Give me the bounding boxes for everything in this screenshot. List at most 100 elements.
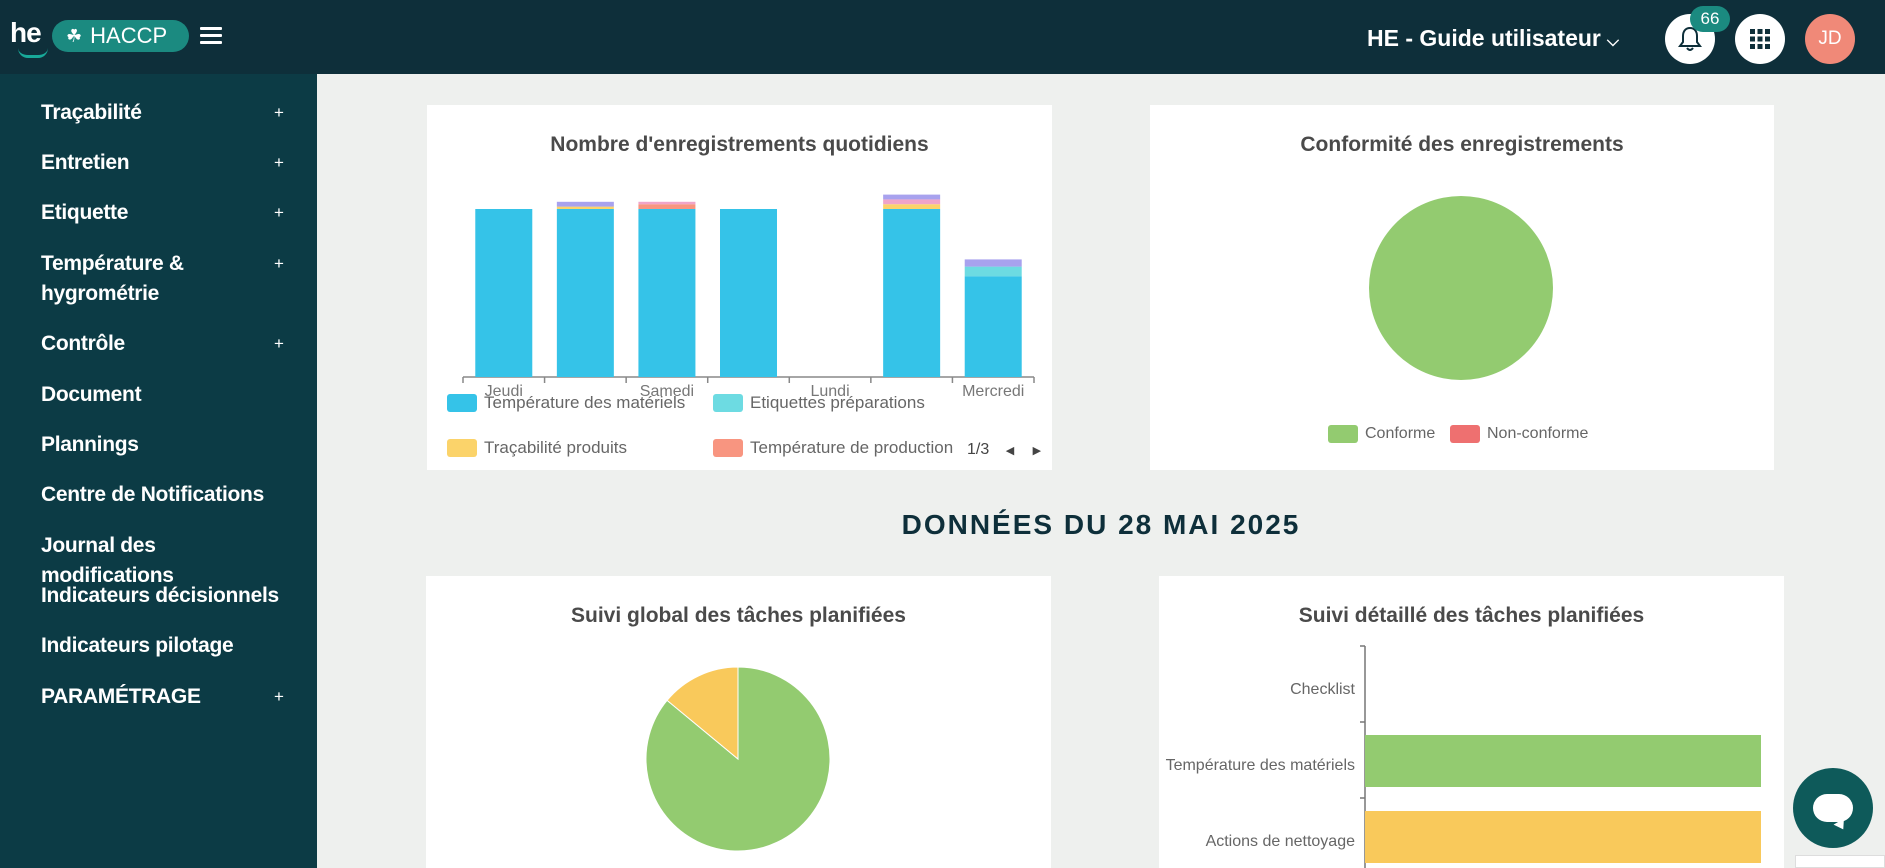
expand-icon[interactable]: + xyxy=(274,103,284,122)
sidebar-item-label: PARAMÉTRAGE xyxy=(41,685,201,708)
bar-segment[interactable] xyxy=(964,266,1022,277)
arrow-right-icon[interactable]: ▶ xyxy=(1032,445,1042,457)
bar-segment[interactable] xyxy=(964,259,1022,267)
org-selector[interactable]: HE - Guide utilisateur ⌵ xyxy=(1367,25,1619,52)
sidebar-item-indicateurs-decisionnels[interactable]: Indicateurs décisionnels xyxy=(41,581,291,611)
legend-label: Etiquettes préparations xyxy=(750,393,925,412)
legend-swatch xyxy=(1328,425,1358,443)
sidebar-item-label: Contrôle xyxy=(41,332,125,355)
arrow-left-icon[interactable]: ◀ xyxy=(1005,445,1015,457)
sidebar-item-label: Entretien xyxy=(41,151,130,174)
detailed-tasks-card: Suivi détaillé des tâches planifiées Che… xyxy=(1159,576,1784,868)
apps-button[interactable] xyxy=(1735,14,1785,64)
sidebar-item-label: Indicateurs pilotage xyxy=(41,634,234,657)
sidebar-item-indicateurs-pilotage[interactable]: Indicateurs pilotage xyxy=(41,631,291,661)
bar-segment[interactable] xyxy=(556,201,614,207)
legend-item[interactable]: Etiquettes préparations xyxy=(713,393,925,413)
sidebar-item-tracabilite[interactable]: Traçabilité + xyxy=(41,98,291,128)
legend-swatch xyxy=(713,439,743,457)
legend-item[interactable]: Conforme xyxy=(1328,425,1435,443)
top-bar: he ☘ HACCP HE - Guide utilisateur ⌵ 66 JD xyxy=(0,0,1885,74)
sidebar-item-label-line2: hygrométrie xyxy=(41,282,160,305)
org-name: HE - Guide utilisateur xyxy=(1367,25,1601,51)
sidebar-item-controle[interactable]: Contrôle + xyxy=(41,329,291,359)
sidebar-item-etiquette[interactable]: Etiquette + xyxy=(41,198,291,228)
expand-icon[interactable]: + xyxy=(274,203,284,222)
legend-swatch xyxy=(447,439,477,457)
detailed-tasks-bar-chart: Checklist Température des matériels Action… xyxy=(1166,645,1761,868)
legend-swatch xyxy=(713,394,743,412)
expand-icon[interactable]: + xyxy=(274,254,284,273)
conformity-pie-chart xyxy=(1369,196,1553,380)
chart-title: Nombre d'enregistrements quotidiens xyxy=(550,133,929,156)
task-bar[interactable] xyxy=(1365,735,1761,787)
bar-segment[interactable] xyxy=(638,209,696,377)
chat-icon xyxy=(1813,794,1853,822)
expand-icon[interactable]: + xyxy=(274,687,284,706)
app-badge[interactable]: ☘ HACCP xyxy=(52,20,189,52)
global-pie-slice[interactable] xyxy=(645,666,831,852)
expand-icon[interactable]: + xyxy=(274,153,284,172)
bar-segment[interactable] xyxy=(475,209,533,377)
sidebar: Traçabilité + Entretien + Etiquette + Tempé… xyxy=(0,74,317,868)
chart-title: Suivi détaillé des tâches planifiées xyxy=(1298,604,1645,627)
hamburger-icon[interactable] xyxy=(200,27,222,45)
chevron-down-icon: ⌵ xyxy=(1606,33,1620,50)
bar-segment[interactable] xyxy=(638,204,696,209)
sidebar-item-document[interactable]: Document xyxy=(41,380,291,410)
daily-records-card: Nombre d'enregistrements quotidiens Jeud… xyxy=(427,105,1052,470)
sidebar-item-plannings[interactable]: Plannings xyxy=(41,430,291,460)
legend-swatch xyxy=(1450,425,1480,443)
legend-label: Traçabilité produits xyxy=(484,438,627,457)
sidebar-item-entretien[interactable]: Entretien + xyxy=(41,148,291,178)
legend-label: Température de production xyxy=(750,438,954,457)
sidebar-item-notifications[interactable]: Centre de Notifications xyxy=(41,480,291,510)
legend-item[interactable]: Température de production xyxy=(713,438,953,458)
sidebar-item-label: Traçabilité xyxy=(41,101,142,124)
chat-button[interactable] xyxy=(1793,768,1873,848)
sidebar-item-temperature[interactable]: Température & hygrométrie + xyxy=(41,249,291,309)
global-pie-slice[interactable] xyxy=(666,666,739,761)
conformity-pie-slice[interactable] xyxy=(1369,196,1553,380)
legend-item[interactable]: Température des matériels xyxy=(447,393,685,413)
bar-segment[interactable] xyxy=(556,209,614,377)
sidebar-item-label: Centre de Notifications xyxy=(41,483,264,506)
legend-item[interactable]: Non-conforme xyxy=(1450,425,1588,443)
global-tasks-card: Suivi global des tâches planifiées xyxy=(426,576,1051,868)
global-tasks-pie-chart xyxy=(645,666,831,852)
sidebar-item-label: Température & xyxy=(41,252,184,275)
chart-title: Suivi global des tâches planifiées xyxy=(571,604,906,627)
legend-item[interactable]: Traçabilité produits xyxy=(447,438,627,458)
sidebar-item-label: Etiquette xyxy=(41,201,129,224)
logo[interactable]: he xyxy=(10,17,48,58)
sidebar-item-parametrage[interactable]: PARAMÉTRAGE + xyxy=(41,682,291,712)
daily-records-chart: Jeudi Samedi Lundi Mercredi xyxy=(462,194,1035,400)
bar-segment[interactable] xyxy=(883,204,941,209)
legend-label: Non-conforme xyxy=(1487,425,1589,442)
bar-segment[interactable] xyxy=(638,201,696,205)
logo-swoosh xyxy=(18,48,48,58)
bar-segment[interactable] xyxy=(720,209,777,377)
sidebar-item-label: Indicateurs décisionnels xyxy=(41,584,279,607)
bar-segment[interactable] xyxy=(556,206,614,209)
bar-segment[interactable] xyxy=(964,276,1022,377)
avatar[interactable]: JD xyxy=(1805,14,1855,64)
legend-label: Température des matériels xyxy=(484,393,686,412)
sidebar-item-journal[interactable]: Journal des modifications xyxy=(41,531,291,591)
task-bar[interactable] xyxy=(1365,811,1761,863)
x-tick-label: Jeudi xyxy=(485,383,523,400)
chart-title: Conformité des enregistrements xyxy=(1300,133,1624,156)
app-badge-label: HACCP xyxy=(90,23,168,48)
corner-widget xyxy=(1795,855,1885,868)
y-tick-label: Checklist xyxy=(1290,681,1355,698)
section-title: DONNÉES DU 28 MAI 2025 xyxy=(901,509,1301,540)
expand-icon[interactable]: + xyxy=(274,334,284,353)
x-tick-label: Samedi xyxy=(640,383,694,400)
bar-segment[interactable] xyxy=(883,209,941,377)
bar-segment[interactable] xyxy=(883,194,941,200)
bar-segment[interactable] xyxy=(883,199,941,205)
logo-text: he xyxy=(10,17,42,48)
legend-page-number: 1/3 xyxy=(967,441,990,458)
sidebar-item-label: Plannings xyxy=(41,433,139,456)
grid-icon xyxy=(1750,29,1770,49)
